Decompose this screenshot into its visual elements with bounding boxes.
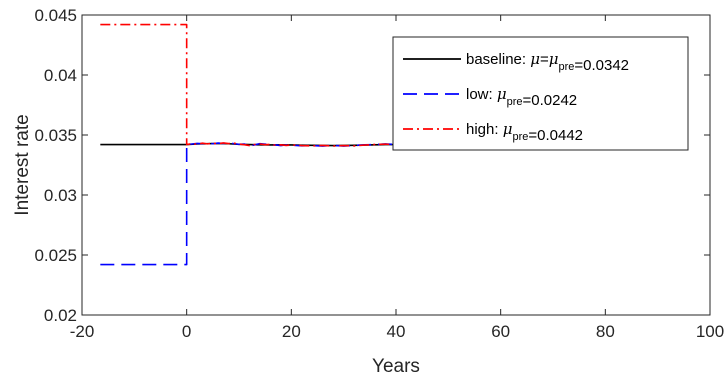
legend-symbol-mu: μ — [497, 85, 507, 103]
legend-entry-baseline: baseline: μ=μpre=0.0342 — [466, 50, 629, 74]
x-axis-label: Years — [372, 356, 420, 375]
series-line-high — [100, 23, 397, 147]
x-tick-label: 40 — [387, 322, 406, 341]
x-tick-label: 60 — [491, 322, 510, 341]
y-tick-label: 0.02 — [44, 306, 77, 325]
legend-subscript: pre — [558, 61, 574, 73]
y-tick-label: 0.035 — [34, 126, 77, 145]
legend-entry-high: high: μpre=0.0442 — [466, 120, 583, 144]
legend-text-part: high: — [466, 121, 503, 138]
x-tick-label: 20 — [282, 322, 301, 341]
legend-symbol-mu: μ — [503, 120, 513, 138]
legend-subscript: pre — [512, 131, 528, 143]
legend-text-part: =0.0242 — [523, 92, 578, 109]
legend-box — [392, 36, 689, 151]
legend-symbol-mu: μ — [549, 50, 559, 68]
y-axis-label: Interest rate — [12, 114, 33, 215]
x-tick-label: 0 — [182, 322, 191, 341]
legend-text-part: low: — [466, 86, 497, 103]
y-tick-label: 0.025 — [34, 246, 77, 265]
x-tick-label: -20 — [70, 322, 95, 341]
y-tick-label: 0.03 — [44, 186, 77, 205]
legend-subscript: pre — [507, 96, 523, 108]
x-tick-label: 100 — [696, 322, 724, 341]
y-tick-label: 0.04 — [44, 66, 77, 85]
legend-symbol-mu: μ — [530, 50, 540, 68]
legend-text-part: =0.0442 — [528, 127, 583, 144]
x-tick-label: 80 — [596, 322, 615, 341]
ticks-layer: -20 0 20 40 60 80 100 0.02 0.025 0.03 0.035 0.04 0.0… — [34, 6, 724, 341]
legend-entry-low: low: μpre=0.0242 — [466, 85, 577, 109]
y-tick-label: 0.045 — [34, 6, 77, 25]
legend-text-part: baseline: — [466, 51, 530, 68]
legend-text-part: =0.0342 — [574, 57, 629, 74]
legend-text-part: = — [540, 51, 549, 68]
